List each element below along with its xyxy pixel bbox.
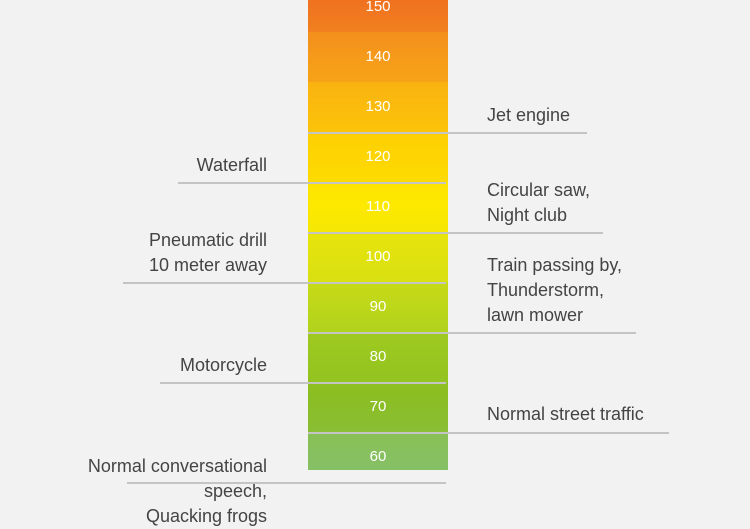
scale-tick-label: 120 [365,148,391,165]
scale-tick-label: 80 [369,348,387,365]
annotation-label-line: 10 meter away [148,255,267,275]
scale-gradient [308,0,448,470]
annotation-label-line: Waterfall [196,155,267,175]
annotation-label-line: Circular saw, [487,180,591,200]
annotation-label: Motorcycle [180,353,267,378]
annotation-label: Circular saw, Night club [487,178,590,228]
annotation-label-line: Normal street traffic [487,404,644,424]
annotation-label-line: Jet engine [487,105,571,125]
scale-tick-label: 150 [365,0,391,15]
annotation-label-line: Pneumatic drill [148,230,267,250]
annotation-label: Jet engine [487,103,570,128]
scale-tick-label: 70 [369,398,387,415]
annotation-label: Normal conversational speech, Quacking fro… [88,454,267,529]
annotation-connector-line [160,382,446,384]
annotation-label: Normal street traffic [487,402,644,427]
annotation-label-line: Train passing by, [487,255,623,275]
annotation-label-line: Thunderstorm, [487,280,605,300]
scale-tick-label: 140 [365,48,391,65]
scale-tick-label: 100 [365,248,391,265]
scale-tick-label: 110 [366,198,390,215]
annotation-label: Waterfall [197,153,267,178]
annotation-label-line: Quacking frogs [145,506,267,526]
annotation-connector-line [123,282,446,284]
scale-tick-label: 60 [369,448,387,465]
left-annotations: Waterfall Pneumatic drill 10 meter away Mot… [0,0,267,526]
right-annotations: Jet engine Circular saw, Night club Train p… [487,0,750,470]
decibel-color-scale: 150 140 130 120 110 100 90 80 70 60 [308,0,448,470]
annotation-label: Train passing by, Thunderstorm, lawn mower [487,253,622,328]
annotation-connector-line [308,432,669,434]
annotation-connector-line [308,332,636,334]
annotation-connector-line [178,182,446,184]
annotation-label-line: Night club [487,205,568,225]
scale-tick-label: 90 [369,298,387,315]
annotation-label-line: Motorcycle [179,355,267,375]
annotation-label-line: lawn mower [487,305,584,325]
annotation-connector-line [308,132,587,134]
annotation-connector-line [308,232,603,234]
scale-tick-label: 130 [365,98,391,115]
annotation-label: Pneumatic drill 10 meter away [149,228,267,278]
annotation-label-line: Normal conversational [87,456,267,476]
annotation-connector-line [127,482,446,484]
